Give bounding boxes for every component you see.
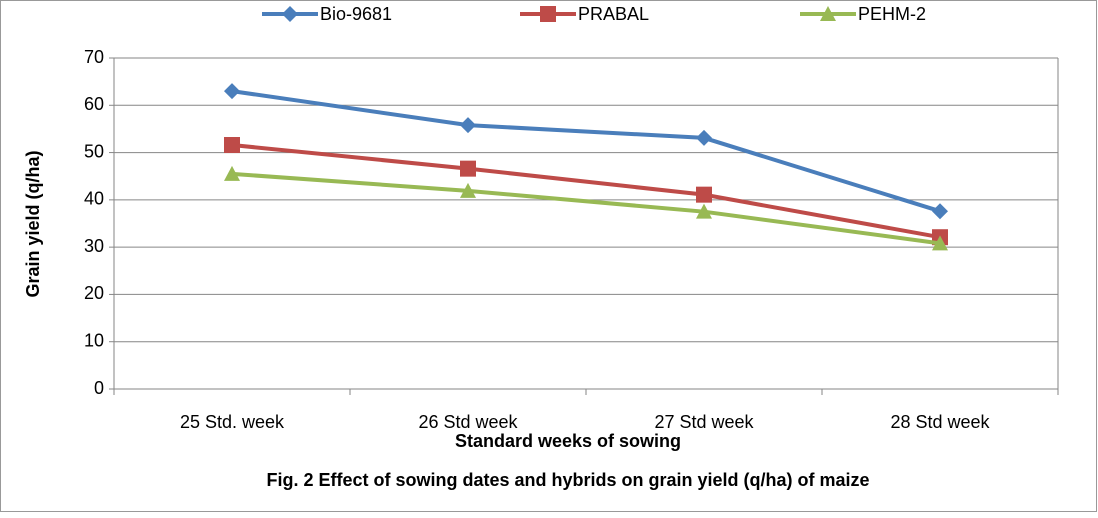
y-tick-label: 30 [84, 236, 104, 256]
marker [932, 235, 948, 251]
series-line [231, 143, 941, 240]
marker [460, 117, 476, 134]
y-axis-title: Grain yield (q/ha) [23, 150, 43, 297]
y-tick-label: 50 [84, 141, 104, 161]
marker [696, 203, 712, 219]
x-axis-title: Standard weeks of sowing [455, 431, 681, 451]
legend-label: PRABAL [578, 4, 649, 24]
marker [460, 182, 476, 198]
y-tick-label: 10 [84, 330, 104, 350]
marker [224, 165, 240, 181]
x-tick-label: 27 Std week [654, 412, 754, 432]
marker [696, 186, 712, 203]
series-line [231, 171, 941, 246]
x-tick-label: 28 Std week [890, 412, 990, 432]
legend-marker [540, 6, 556, 22]
legend-marker [282, 6, 298, 22]
legend-label: PEHM-2 [858, 4, 926, 24]
x-tick-label: 25 Std. week [180, 412, 285, 432]
y-tick-label: 40 [84, 189, 104, 209]
y-tick-label: 20 [84, 283, 104, 303]
y-tick-label: 0 [94, 378, 104, 398]
y-tick-label: 60 [84, 94, 104, 114]
marker [224, 83, 240, 100]
x-tick-label: 26 Std week [418, 412, 518, 432]
figure-caption: Fig. 2 Effect of sowing dates and hybrid… [266, 470, 869, 490]
series-line [231, 89, 941, 214]
legend-marker [820, 6, 836, 21]
marker [932, 203, 948, 220]
marker [224, 137, 240, 154]
legend-label: Bio-9681 [320, 4, 392, 24]
marker [696, 129, 712, 146]
marker [460, 160, 476, 177]
y-tick-label: 70 [84, 47, 104, 67]
